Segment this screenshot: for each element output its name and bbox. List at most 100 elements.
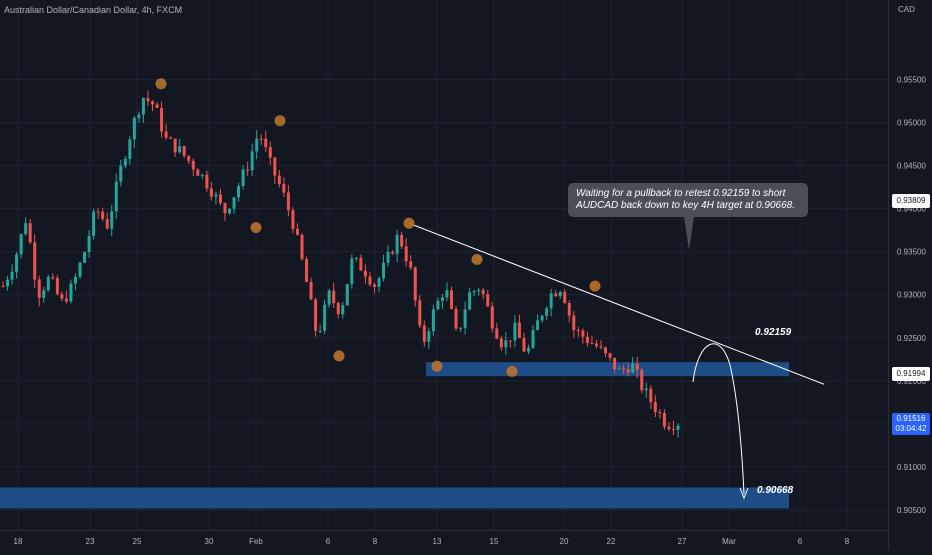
candle-body — [114, 181, 118, 212]
candle-body — [110, 211, 114, 229]
y-tick-label: 0.93500 — [897, 248, 926, 257]
y-tick-label: 0.95000 — [897, 119, 926, 128]
candle-body — [671, 429, 675, 431]
chart-title: Australian Dollar/Canadian Dollar, 4h, F… — [4, 5, 183, 15]
candle-body — [241, 169, 245, 186]
candle-body — [223, 203, 227, 214]
candle-body — [445, 290, 449, 298]
candle-body — [282, 184, 286, 193]
candle-body — [155, 104, 159, 108]
candle-body — [286, 192, 290, 211]
candle-body — [440, 297, 444, 301]
candle-body — [332, 290, 336, 304]
swing-marker — [155, 78, 167, 90]
candle-body — [631, 363, 635, 373]
candle-body — [128, 139, 132, 159]
candle-body — [472, 291, 476, 293]
swing-marker — [506, 365, 518, 377]
y-tick-label: 0.90500 — [897, 506, 926, 515]
candle-body — [295, 229, 299, 235]
candle-body — [617, 368, 621, 370]
x-tick-label: 13 — [433, 537, 442, 546]
candle-body — [196, 169, 200, 176]
candle-body — [662, 413, 666, 427]
candle-body — [377, 278, 381, 287]
y-tick-label: 0.94500 — [897, 162, 926, 171]
candle-body — [51, 276, 55, 279]
candle-body — [33, 242, 37, 280]
candle-body — [46, 276, 50, 291]
candle-body — [454, 308, 458, 329]
candle-body — [327, 290, 331, 305]
candle-body — [60, 294, 64, 299]
candle-body — [87, 235, 91, 253]
candle-body — [359, 257, 363, 271]
y-tick-label: 0.93000 — [897, 291, 926, 300]
candle-body — [391, 251, 395, 254]
candle-body — [463, 309, 467, 328]
y-tick-label: 0.95500 — [897, 75, 926, 84]
candle-body — [237, 185, 241, 198]
swing-marker — [471, 253, 483, 265]
candle-body — [96, 211, 100, 213]
candle-body — [214, 194, 218, 197]
candle-body — [160, 107, 164, 132]
candle-body — [604, 347, 608, 354]
candle-body — [508, 340, 512, 342]
candle-body — [10, 271, 14, 280]
candle-body — [83, 252, 87, 263]
x-tick-label: Feb — [249, 537, 263, 546]
candle-body — [228, 208, 232, 214]
candle-body — [146, 98, 150, 102]
candle-body — [486, 294, 490, 307]
candle-body — [178, 146, 182, 153]
candle-body — [572, 315, 576, 331]
candle-body — [255, 138, 259, 152]
candle-body — [549, 293, 553, 309]
candle-body — [92, 211, 96, 236]
candle-body — [363, 270, 367, 277]
candle-body — [164, 131, 168, 138]
candle-body — [626, 369, 630, 373]
candle-body — [268, 147, 272, 158]
candle-body — [105, 219, 109, 229]
candle-body — [558, 292, 562, 297]
candle-body — [468, 292, 472, 310]
candle-body — [404, 246, 408, 262]
y-tick-label: 0.92000 — [897, 377, 926, 386]
candle-body — [676, 425, 680, 430]
candle-body — [218, 194, 222, 204]
x-tick-label: 20 — [560, 537, 569, 546]
target-zone — [0, 487, 789, 509]
current-price: 0.91516 — [896, 414, 926, 423]
candle-body — [232, 197, 236, 209]
projection-path — [692, 343, 745, 495]
trendline — [408, 222, 825, 385]
x-tick-label: 30 — [205, 537, 214, 546]
callout-note[interactable]: Waiting for a pullback to retest 0.92159… — [568, 183, 808, 217]
candle-body — [37, 279, 41, 298]
candle-body — [613, 357, 617, 370]
bar-countdown: 03:04:42 — [895, 424, 927, 433]
x-tick-label: 8 — [845, 537, 850, 546]
candle-body — [137, 114, 141, 118]
candle-body — [422, 325, 426, 342]
candle-body — [173, 138, 177, 153]
candle-body — [73, 276, 77, 284]
swing-marker — [431, 360, 443, 372]
price-tag-level: 0.91994 — [892, 367, 930, 381]
candle-body — [395, 234, 399, 254]
level-label-target: 0.90668 — [757, 485, 794, 496]
candle-body — [350, 258, 354, 285]
candle-body — [409, 261, 413, 268]
currency-label: CAD — [898, 5, 915, 14]
candle-body — [318, 330, 322, 332]
candle-body — [418, 300, 422, 326]
candle-body — [635, 363, 639, 371]
candle-body — [644, 388, 648, 391]
candle-body — [187, 155, 191, 161]
current-price-tag: 0.91516 03:04:42 — [892, 413, 930, 435]
candle-body — [205, 174, 209, 189]
